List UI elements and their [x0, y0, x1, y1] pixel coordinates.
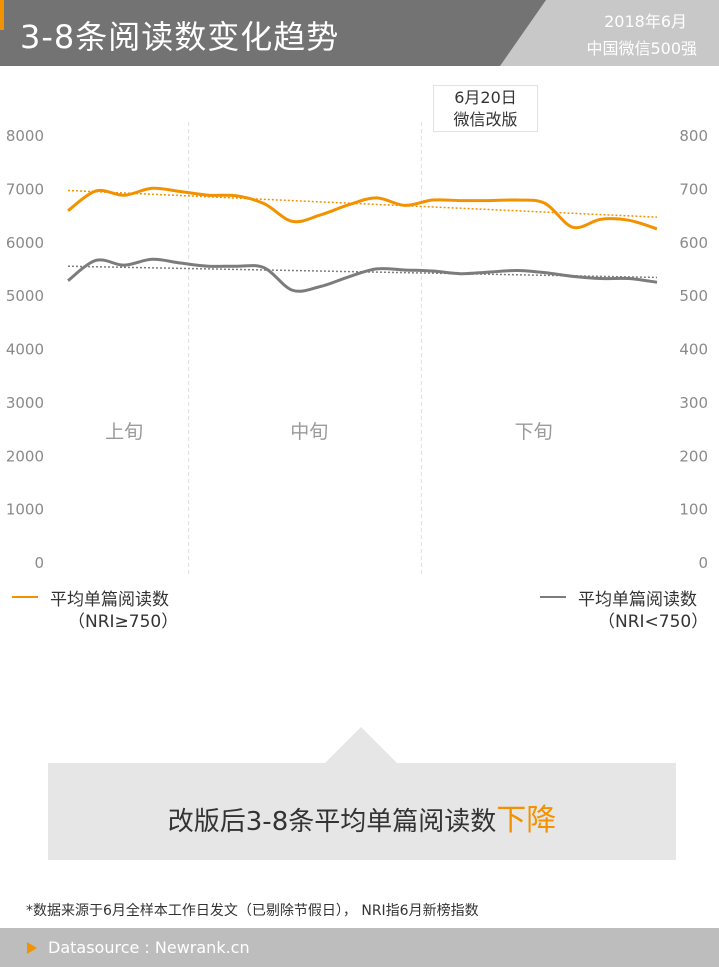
- y-left-tick-6000: 6000: [6, 234, 44, 252]
- series-1-point-18: [571, 275, 574, 278]
- series-1-point-2: [123, 264, 126, 267]
- datasource-label: Datasource : Newrank.cn: [48, 938, 250, 957]
- legend-low-nri-range: （NRI<750）: [598, 612, 709, 632]
- series-1-point-4: [179, 262, 182, 265]
- play-arrow-icon: [27, 942, 37, 954]
- legend-low-nri-label: 平均单篇阅读数: [578, 590, 697, 610]
- y-left-tick-4000: 4000: [6, 341, 44, 359]
- series-line-1: [67, 257, 658, 293]
- legend-high-nri-range: （NRI≥750）: [68, 612, 179, 632]
- series-0-point-21: [656, 227, 659, 230]
- series-0-point-12: [403, 204, 406, 207]
- series-0-point-2: [123, 194, 126, 197]
- series-0-point-5: [207, 194, 210, 197]
- series-0-point-9: [319, 213, 322, 216]
- series-0-point-4: [179, 190, 182, 193]
- line-chart: 0 1000 2000 3000 4000 5000 6000 7000 8000 0 100 200…: [6, 122, 708, 575]
- header-date: 2018年6月: [604, 12, 687, 31]
- conclusion-main: 改版后3-8条平均单篇阅读数: [167, 807, 497, 837]
- series-0-point-20: [627, 219, 630, 222]
- series-1-point-7: [263, 266, 266, 269]
- header-source: 中国微信500强: [586, 39, 697, 58]
- y-left-tick-3000: 3000: [6, 394, 44, 412]
- footnote: *数据来源于6月全样本工作日发文（已剔除节假日）， NRI指6月新榜指数: [26, 903, 479, 919]
- series-1-point-19: [599, 277, 602, 280]
- y-right-tick-200: 200: [679, 447, 708, 465]
- y-right-tick-100: 100: [679, 501, 708, 519]
- series-1-point-0: [67, 279, 70, 282]
- y-left-tick-7000: 7000: [6, 180, 44, 198]
- y-right-tick-300: 300: [679, 394, 708, 412]
- series-1-point-14: [459, 272, 462, 275]
- y-right-tick-600: 600: [679, 234, 708, 252]
- series-1-point-12: [403, 268, 406, 271]
- series-0-point-13: [431, 199, 434, 202]
- conclusion-box: 改版后3-8条平均单篇阅读数下降: [48, 763, 676, 860]
- redesign-callout: 6月20日 微信改版: [433, 85, 538, 132]
- period-label-0: 上旬: [105, 421, 143, 443]
- y-right-tick-400: 400: [679, 341, 708, 359]
- series-1-point-9: [319, 285, 322, 288]
- series-0-point-6: [235, 194, 238, 197]
- legend-swatch-gray: [540, 596, 566, 598]
- series-0-point-17: [543, 202, 546, 205]
- y-right-tick-800: 800: [679, 127, 708, 145]
- callout-date: 6月20日: [454, 88, 517, 107]
- conclusion-highlight: 下降: [496, 803, 557, 838]
- series-0-point-8: [291, 220, 294, 223]
- conclusion-pointer: [325, 727, 397, 763]
- series-line-0: [67, 186, 658, 231]
- header-accent-mark: [0, 0, 4, 30]
- series-1-point-5: [207, 265, 210, 268]
- series-1-point-8: [291, 289, 294, 292]
- series-0-point-3: [151, 187, 154, 190]
- series-1-point-6: [235, 265, 238, 268]
- series-1-point-15: [487, 271, 490, 274]
- series-0-point-1: [95, 189, 98, 192]
- y-left-tick-5000: 5000: [6, 287, 44, 305]
- legend-high-nri-label: 平均单篇阅读数: [50, 590, 169, 610]
- series-0-point-18: [571, 226, 574, 229]
- period-label-1: 中旬: [290, 421, 328, 443]
- page-title: 3-8条阅读数变化趋势: [20, 18, 340, 56]
- header-badge: 2018年6月 中国微信500强: [500, 0, 719, 66]
- series-1-point-20: [627, 277, 630, 280]
- series-1-point-17: [543, 271, 546, 274]
- series-1-point-21: [656, 281, 659, 284]
- series-0-point-16: [515, 199, 518, 202]
- legend-swatch-orange: [12, 596, 38, 598]
- trendline-series-0: [67, 189, 658, 218]
- series-1-point-3: [151, 258, 154, 261]
- header-bar: 3-8条阅读数变化趋势 2018年6月 中国微信500强: [0, 0, 719, 66]
- period-label-2: 下旬: [515, 421, 553, 443]
- series-1-point-13: [431, 270, 434, 273]
- series-1-point-1: [95, 259, 98, 262]
- series-0-point-7: [263, 202, 266, 205]
- series-0-point-14: [459, 199, 462, 202]
- series-0-point-11: [375, 196, 378, 199]
- series-1-point-10: [347, 275, 350, 278]
- series-0-point-15: [487, 199, 490, 202]
- callout-label: 微信改版: [453, 110, 518, 129]
- y-left-tick-8000: 8000: [6, 127, 44, 145]
- y-left-tick-2000: 2000: [6, 447, 44, 465]
- series-0-point-19: [599, 218, 602, 221]
- series-0-point-0: [67, 209, 70, 212]
- y-right-tick-500: 500: [679, 287, 708, 305]
- series-1-point-16: [515, 269, 518, 272]
- footer-bar: Datasource : Newrank.cn: [0, 928, 719, 967]
- y-left-tick-0: 0: [34, 554, 44, 572]
- conclusion-text: 改版后3-8条平均单篇阅读数下降: [48, 795, 676, 839]
- y-right-tick-0: 0: [698, 554, 708, 572]
- series-0-point-10: [347, 203, 350, 206]
- y-left-tick-1000: 1000: [6, 501, 44, 519]
- y-right-tick-700: 700: [679, 180, 708, 198]
- series-1-point-11: [375, 267, 378, 270]
